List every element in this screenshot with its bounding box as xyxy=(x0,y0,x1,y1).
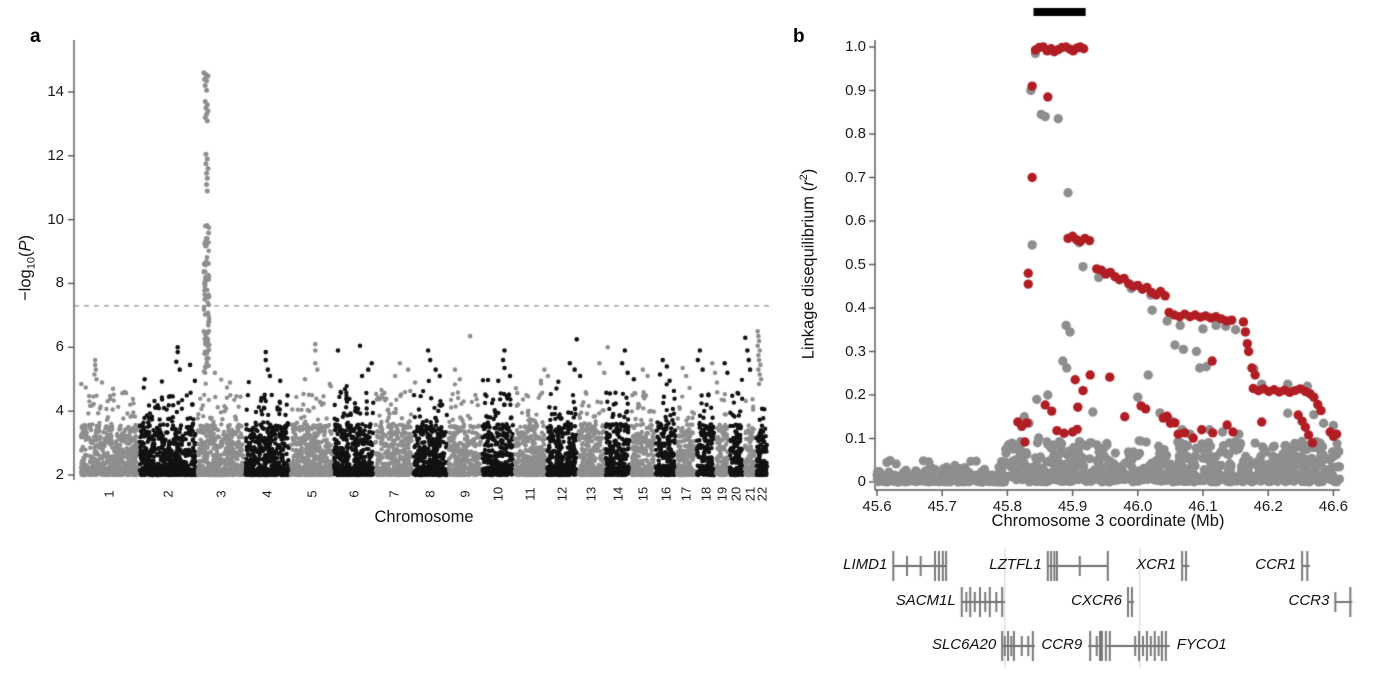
panel-b-y-tick-label: 0.8 xyxy=(845,125,866,142)
panel-b-y-axis-title: Linkage disequilibrium (r2) xyxy=(798,169,819,359)
gene-label: LIMD1 xyxy=(843,556,888,573)
panel-a-y-tick-label: 12 xyxy=(47,146,64,164)
panel-a-chromosome-tick-label: 18 xyxy=(698,486,714,502)
panel-b-y-tick-label: 1.0 xyxy=(845,38,866,55)
panel-a-x-axis-title: Chromosome xyxy=(374,508,474,526)
panel-a-chromosome-tick-label: 16 xyxy=(658,486,674,502)
panel-a-chromosome-tick-label: 17 xyxy=(678,486,694,502)
y-title-b-pre: Linkage disequilibrium ( xyxy=(799,185,818,360)
panel-a-chromosome-tick-label: 10 xyxy=(490,486,506,502)
panel-b-x-tick-label: 46.1 xyxy=(1188,498,1218,515)
panel-b-x-tick-label: 45.8 xyxy=(992,498,1022,515)
panel-b-x-tick-label: 45.9 xyxy=(1057,498,1088,515)
panel-b-x-tick-label: 46.2 xyxy=(1253,498,1283,515)
panel-a-chromosome-tick-label: 12 xyxy=(554,486,570,502)
panel-b-y-tick-label: 0.2 xyxy=(845,386,866,403)
gene-label: CCR9 xyxy=(1041,636,1083,653)
panel-b-y-tick-label: 0.5 xyxy=(845,255,866,273)
gene-label: CCR1 xyxy=(1255,556,1297,573)
panel-a-chromosome-tick-label: 14 xyxy=(610,486,626,502)
panel-b-y-tick-label: 0.6 xyxy=(845,212,866,229)
panel-a-y-tick-label: 4 xyxy=(55,402,64,420)
panel-b-y-tick-label: 0.3 xyxy=(845,342,866,360)
panel-a-chromosome-tick-label: 3 xyxy=(213,490,229,498)
panel-a-chromosome-tick-label: 15 xyxy=(635,486,651,502)
panel-a-y-tick-label: 10 xyxy=(47,210,64,228)
panel-a-chromosome-tick-label: 1 xyxy=(101,490,117,498)
gene-label: SLC6A20 xyxy=(931,636,997,653)
panel-b-y-tick-label: 0 xyxy=(857,473,866,490)
gene-label: CCR3 xyxy=(1288,592,1330,609)
panel-a-y-tick-label: 6 xyxy=(55,338,64,356)
panel-b-letter: b xyxy=(793,26,805,47)
panel-a-chromosome-tick-label: 8 xyxy=(422,490,438,498)
panel-a-chromosome-tick-label: 6 xyxy=(346,490,362,498)
y-title-a-close: ) xyxy=(16,235,35,241)
panel-a-chromosome-tick-label: 5 xyxy=(304,490,320,498)
panel-a-y-tick-label: 8 xyxy=(55,274,64,292)
panel-b-y-tick-label: 0.9 xyxy=(845,81,866,99)
panel-a-chromosome-tick-label: 4 xyxy=(259,490,275,498)
panel-b-y-tick-label: 0.7 xyxy=(845,168,866,186)
gene-label: FYCO1 xyxy=(1176,636,1227,653)
panel-a-chromosome-tick-label: 13 xyxy=(583,486,599,502)
y-title-b-var: r xyxy=(799,180,818,186)
panel-b-y-tick-label: 0.1 xyxy=(845,429,866,447)
panel-b-x-tick-label: 45.7 xyxy=(927,498,957,515)
y-title-b-sup: 2 xyxy=(797,174,810,181)
panel-a-chromosome-tick-label: 11 xyxy=(522,487,538,501)
y-title-a-var: P xyxy=(16,240,35,252)
panel-b-x-axis-title: Chromosome 3 coordinate (Mb) xyxy=(991,512,1225,530)
y-title-a-open: ( xyxy=(16,251,35,258)
gene-label: CXCR6 xyxy=(1071,592,1123,609)
panel-b-x-tick-label: 46.0 xyxy=(1123,498,1153,515)
gene-label: LZTFL1 xyxy=(989,556,1042,573)
panel-a-chromosome-tick-label: 9 xyxy=(457,490,473,498)
y-title-a-sub: 10 xyxy=(25,257,38,270)
panel-b-y-tick-label: 0.4 xyxy=(845,299,866,316)
panel-a-chromosome-tick-label: 19 xyxy=(714,486,730,502)
panel-a-y-tick-label: 2 xyxy=(55,466,64,483)
gene-label: SACM1L xyxy=(895,592,956,609)
panel-b-x-tick-label: 45.6 xyxy=(862,498,892,515)
y-title-b-close: ) xyxy=(799,168,818,175)
panel-a-chromosome-tick-label: 22 xyxy=(754,486,770,502)
panel-a-y-tick-label: 14 xyxy=(47,82,64,100)
panel-a-letter: a xyxy=(30,26,41,47)
panel-b-x-tick-label: 46.6 xyxy=(1318,498,1348,515)
gene-label: XCR1 xyxy=(1136,556,1177,573)
panel-a-chromosome-tick-label: 2 xyxy=(160,490,176,498)
panel-a-chromosome-tick-label: 7 xyxy=(386,490,402,498)
